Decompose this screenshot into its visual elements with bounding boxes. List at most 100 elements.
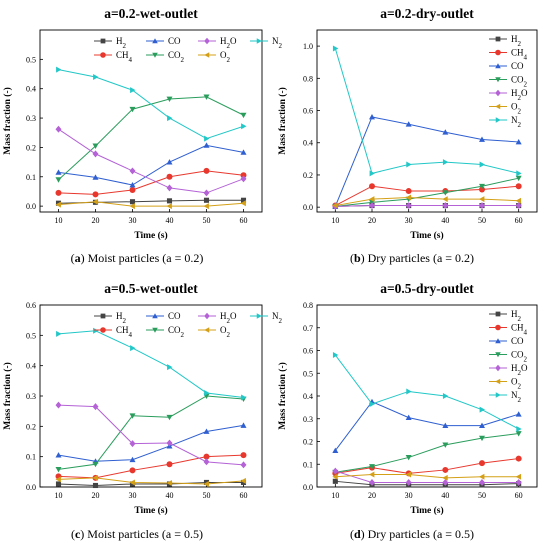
series-line-co bbox=[334, 116, 519, 207]
series-line-co bbox=[58, 144, 244, 186]
plot-frame bbox=[316, 29, 538, 213]
x-tick-label: 10 bbox=[55, 491, 63, 500]
data-point-n2 bbox=[167, 115, 173, 122]
series-line-o2 bbox=[335, 197, 519, 207]
legend-item-n2: N2 bbox=[250, 311, 283, 325]
legend-label-h2o: H2O bbox=[220, 311, 237, 325]
legend-marker-h2o bbox=[495, 364, 501, 372]
legend-item-h2: H2 bbox=[489, 309, 522, 323]
y-tick-label: 0.3 bbox=[26, 114, 36, 123]
caption-letter: a bbox=[74, 251, 81, 265]
legend-label-o2: O2 bbox=[220, 50, 231, 64]
x-tick-label: 30 bbox=[405, 491, 413, 500]
data-point-co2 bbox=[442, 442, 449, 448]
y-tick-label: 0.6 bbox=[303, 347, 313, 356]
series-line-h2o bbox=[58, 404, 244, 466]
data-point-n2 bbox=[369, 170, 375, 177]
data-point-co bbox=[55, 169, 62, 175]
legend-marker-o2 bbox=[495, 378, 501, 385]
x-tick-label: 50 bbox=[478, 491, 486, 500]
series-line-h2 bbox=[58, 481, 244, 486]
legend-marker-co bbox=[152, 313, 158, 319]
data-point-h2 bbox=[240, 197, 247, 203]
data-point-co bbox=[92, 174, 99, 180]
data-point-n2 bbox=[516, 425, 522, 432]
data-point-co2 bbox=[55, 467, 62, 473]
data-point-co bbox=[479, 136, 485, 142]
data-point-co bbox=[203, 142, 210, 148]
data-point-h2 bbox=[92, 482, 99, 489]
data-point-o2 bbox=[92, 474, 98, 481]
chart-title: a=0.5-wet-outlet bbox=[104, 281, 198, 296]
x-tick-label: 60 bbox=[240, 216, 248, 225]
legend-label-co: CO bbox=[168, 36, 181, 46]
legend-item-n2: N2 bbox=[250, 36, 283, 50]
data-point-co bbox=[442, 422, 449, 428]
series-line-h2o bbox=[335, 205, 519, 207]
legend-label-h2o: H2O bbox=[220, 36, 237, 50]
y-tick-label: 0.3 bbox=[26, 392, 36, 401]
data-point-co2 bbox=[55, 177, 62, 183]
data-point-co2 bbox=[479, 183, 485, 190]
data-point-n2 bbox=[442, 159, 449, 166]
data-point-ch4 bbox=[479, 186, 485, 193]
x-tick-label: 40 bbox=[166, 491, 174, 500]
x-tick-label: 60 bbox=[240, 491, 248, 500]
legend-item-co: CO bbox=[146, 311, 181, 321]
data-point-o2 bbox=[166, 480, 172, 487]
series-line-o2 bbox=[58, 477, 244, 485]
data-point-n2 bbox=[204, 135, 210, 142]
plot-frame bbox=[316, 304, 538, 488]
legend-item-ch4: CH4 bbox=[94, 50, 133, 64]
x-tick-label: 20 bbox=[368, 216, 376, 225]
legend-label-h2: H2 bbox=[511, 309, 522, 323]
data-point-co2 bbox=[479, 435, 485, 442]
chart-panel-c: a=0.5-wet-outlet 0.0 0.1 0.2 0.3 0.4 0.5 0.6 10 2… bbox=[0, 275, 283, 520]
legend-label-co2: CO2 bbox=[168, 50, 185, 64]
data-point-ch4 bbox=[129, 467, 136, 474]
data-point-n2 bbox=[369, 400, 375, 407]
legend-label-n2: N2 bbox=[272, 311, 283, 325]
data-point-co2 bbox=[166, 414, 173, 421]
data-point-h2o bbox=[369, 479, 375, 486]
data-point-h2o bbox=[240, 461, 247, 469]
series-line-h2o bbox=[335, 470, 519, 483]
series-line-ch4 bbox=[335, 185, 519, 206]
caption-text: Dry particles (a = 0.2) bbox=[367, 251, 475, 265]
legend-item-h2o: H2O bbox=[198, 36, 237, 50]
series-line-co bbox=[334, 401, 519, 451]
data-point-o2 bbox=[240, 477, 246, 484]
legend-marker-ch4 bbox=[100, 52, 106, 58]
legend-marker-h2o bbox=[204, 37, 210, 45]
data-point-h2o bbox=[332, 467, 339, 475]
legend-marker-ch4 bbox=[495, 49, 501, 56]
legend-marker-h2 bbox=[495, 36, 501, 42]
data-point-o2 bbox=[442, 196, 448, 203]
series-line-co2 bbox=[58, 96, 244, 181]
data-point-h2o bbox=[442, 479, 449, 486]
y-tick-label: 0.5 bbox=[26, 55, 36, 64]
legend-label-ch4: CH4 bbox=[511, 48, 528, 62]
data-point-o2 bbox=[405, 194, 412, 201]
data-point-h2o bbox=[515, 479, 522, 486]
data-point-o2 bbox=[405, 471, 412, 478]
legend-item-n2: N2 bbox=[489, 115, 522, 129]
data-point-co2 bbox=[442, 190, 449, 196]
series-line-co2 bbox=[335, 177, 519, 207]
data-point-co bbox=[515, 138, 522, 145]
caption-c: (c) Moist particles (a = 0.5) bbox=[70, 527, 204, 541]
data-point-h2o bbox=[369, 202, 375, 210]
plot-frame bbox=[39, 29, 263, 213]
legend-item-ch4: CH4 bbox=[94, 325, 133, 339]
x-tick-label: 50 bbox=[203, 491, 211, 500]
data-point-n2 bbox=[93, 73, 99, 80]
x-tick-label: 40 bbox=[441, 491, 449, 500]
legend-marker-ch4 bbox=[100, 327, 106, 333]
chart-panel-a: a=0.2-wet-outlet 0.0 0.1 0.2 0.3 0.4 0.5 10 20 30… bbox=[0, 0, 283, 245]
y-tick-label: 0.0 bbox=[26, 483, 36, 492]
y-tick-label: 0.2 bbox=[26, 422, 36, 431]
x-axis-label: Time (s) bbox=[410, 505, 443, 516]
x-tick-label: 40 bbox=[166, 216, 174, 225]
data-point-co2 bbox=[369, 464, 375, 470]
